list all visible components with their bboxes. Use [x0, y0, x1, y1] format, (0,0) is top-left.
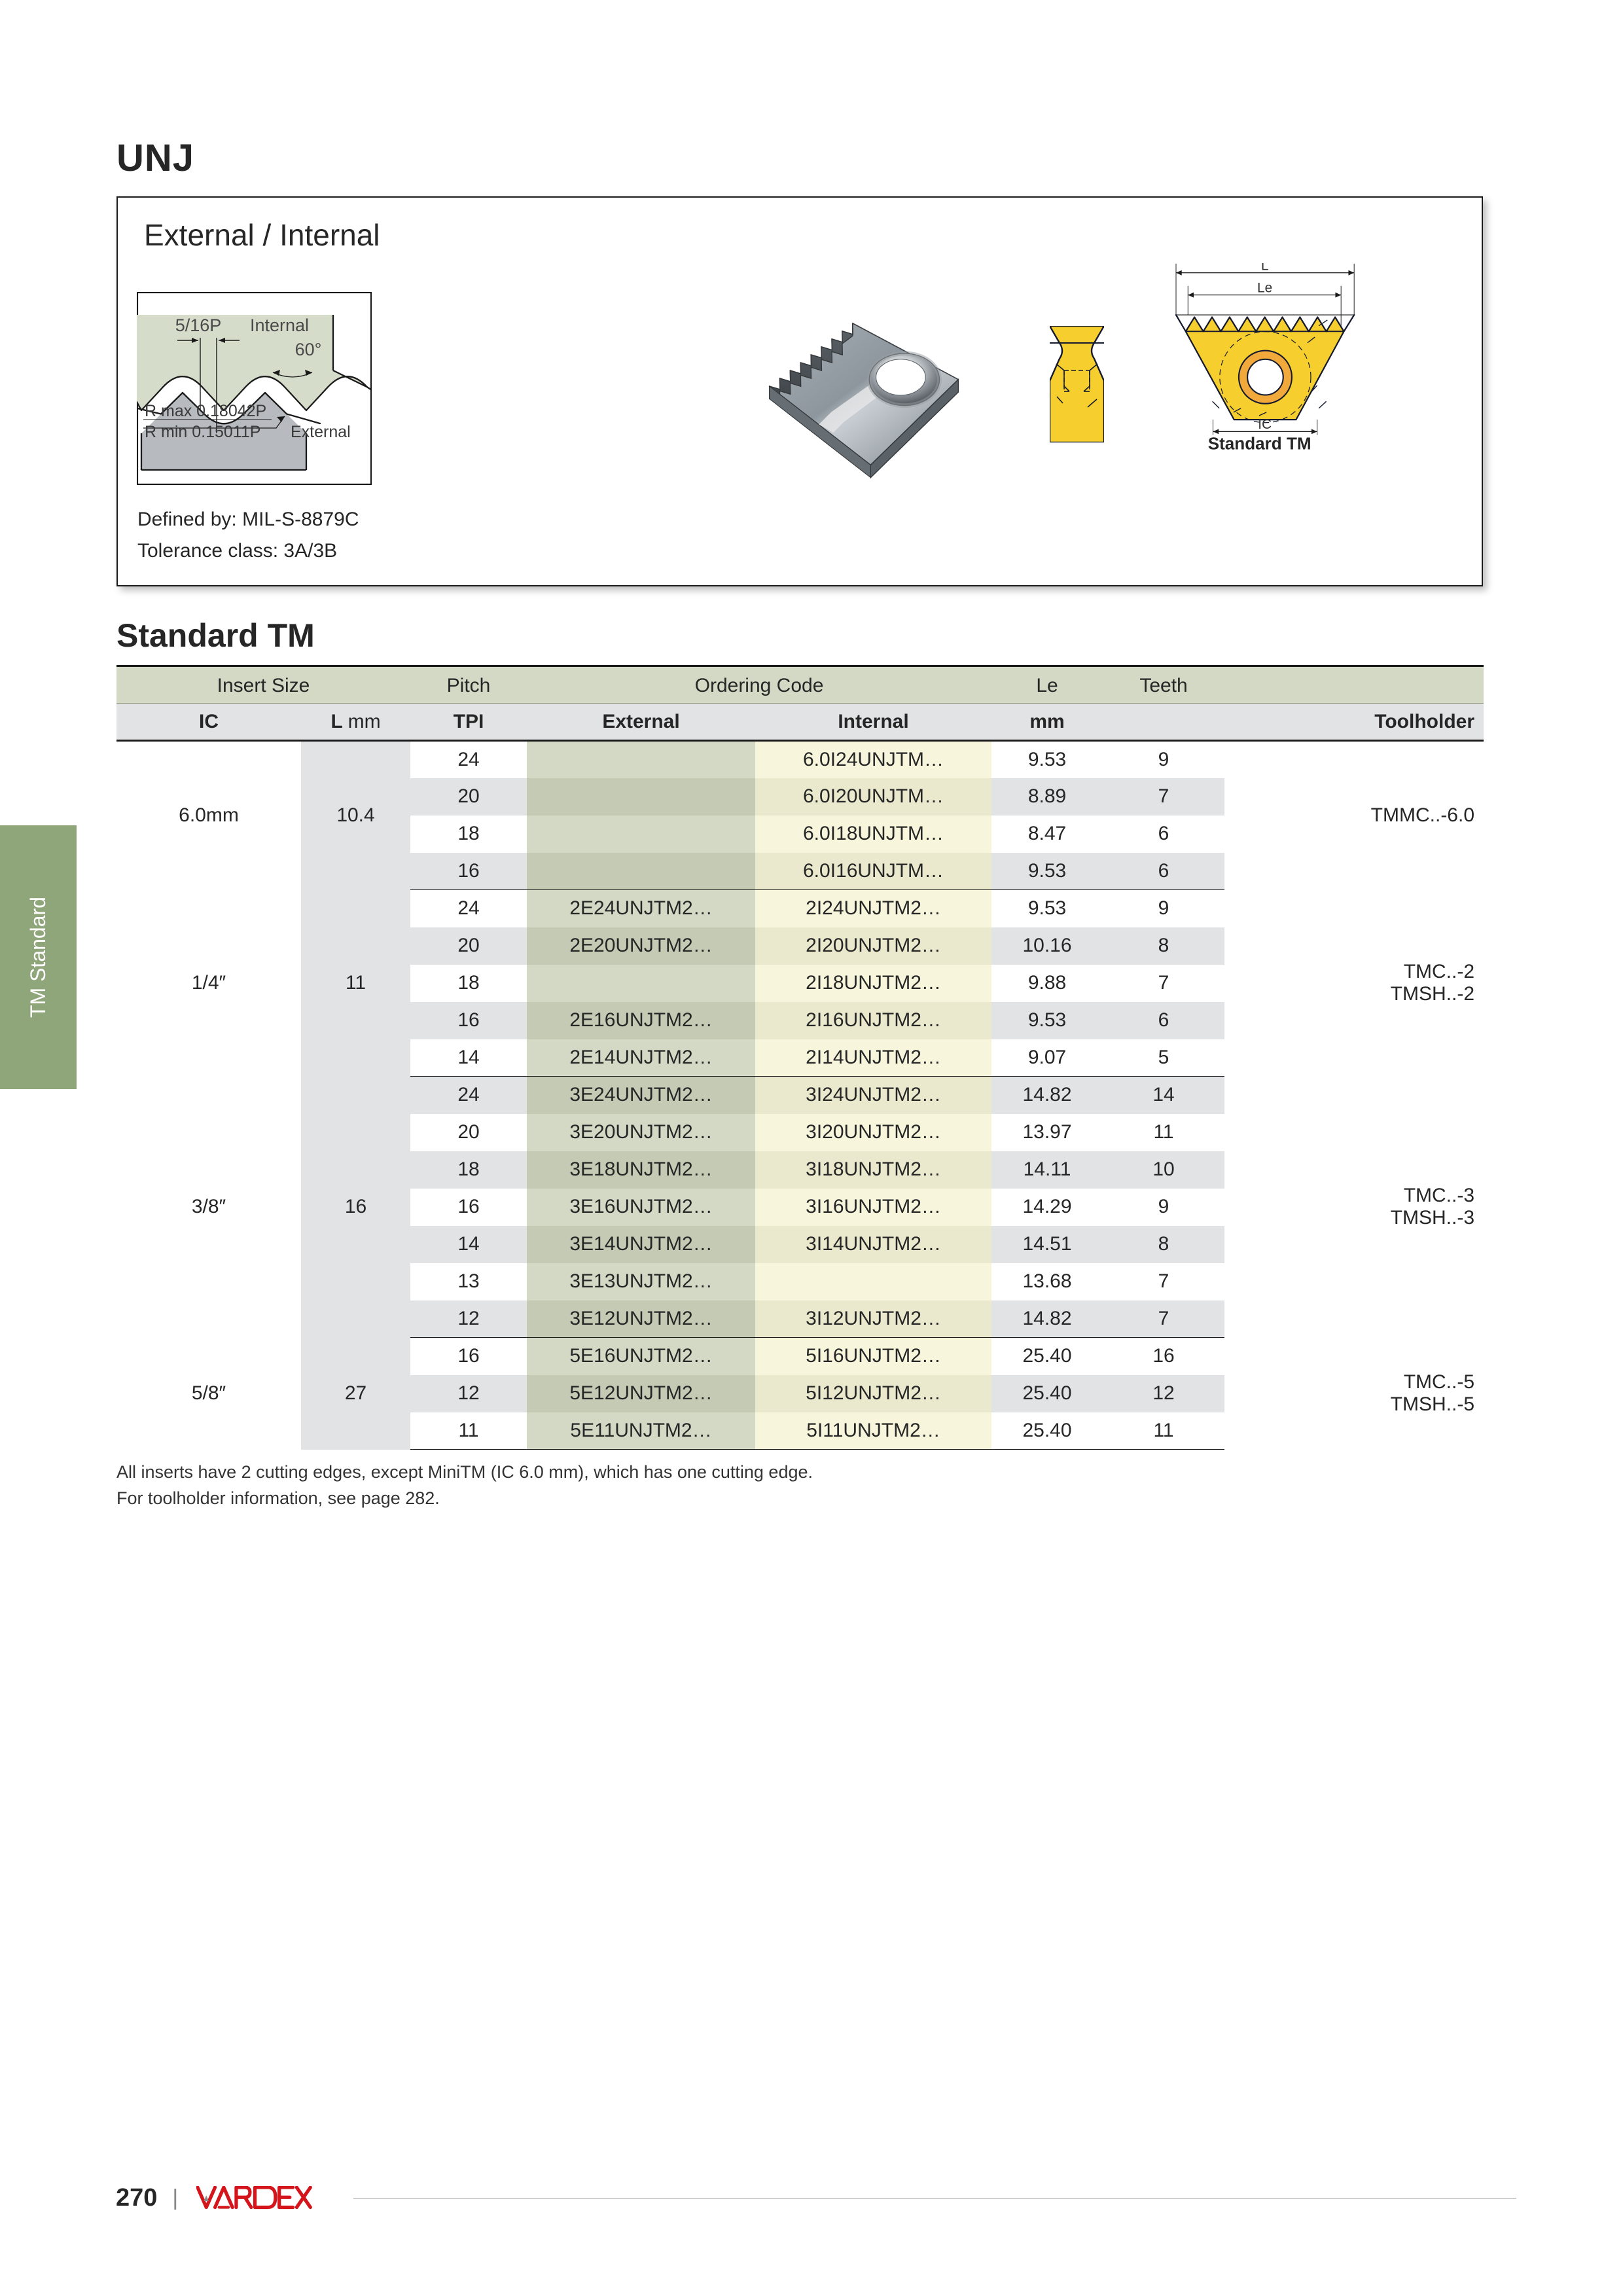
svg-text:Le: Le — [1257, 280, 1272, 295]
svg-text:External: External — [291, 423, 351, 441]
svg-text:L: L — [1261, 263, 1269, 273]
svg-text:R min 0.15011P: R min 0.15011P — [145, 423, 260, 441]
svg-text:Standard TM: Standard TM — [1208, 433, 1311, 453]
svg-text:5/16P: 5/16P — [175, 315, 222, 335]
svg-text:60°: 60° — [295, 340, 322, 359]
svg-text:Internal: Internal — [250, 315, 309, 335]
svg-text:R max 0.18042P: R max 0.18042P — [145, 402, 266, 420]
svg-text:IC: IC — [1258, 417, 1272, 432]
